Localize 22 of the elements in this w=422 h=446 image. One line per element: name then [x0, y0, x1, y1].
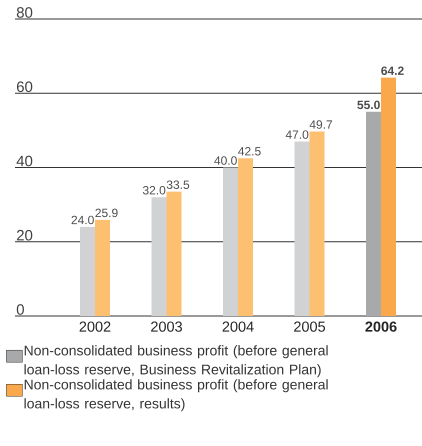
- x-tick-label: 2003: [151, 322, 182, 332]
- y-tick-label: 20: [16, 230, 32, 241]
- data-label: 42.5: [238, 147, 261, 156]
- y-tick-label: 40: [16, 156, 32, 166]
- y-tick-label: 60: [16, 81, 32, 92]
- x-tick-label: 2002: [80, 322, 110, 332]
- data-label: 55.0: [357, 100, 380, 110]
- x-tick-label: 2006: [365, 322, 397, 332]
- data-label: 64.2: [381, 66, 404, 75]
- x-tick-label: 2004: [222, 322, 254, 332]
- legend-label: Non-consolidated business profit (before general loan-loss reserve, results): [24, 379, 328, 412]
- x-tick-label: 2005: [294, 322, 326, 332]
- data-label: 25.9: [95, 208, 118, 218]
- legend-label: Non-consolidated business profit (before general loan-loss reserve, Business Revitalization Plan): [24, 345, 328, 378]
- data-label: 33.5: [166, 180, 190, 189]
- data-label: 47.0: [286, 130, 308, 139]
- data-label: 40.0: [214, 156, 237, 165]
- data-label: 32.0: [142, 186, 166, 195]
- data-label: 49.7: [310, 120, 332, 129]
- data-label: 24.0: [72, 216, 94, 224]
- y-tick-label: 80: [16, 7, 32, 18]
- y-tick-label: 0: [16, 304, 24, 315]
